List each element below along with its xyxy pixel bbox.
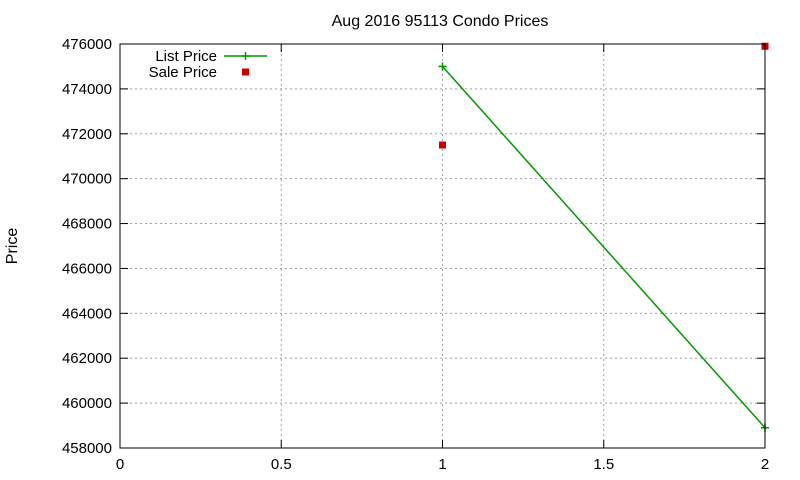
chart-title: Aug 2016 95113 Condo Prices — [332, 13, 549, 30]
legend-label-sale-price: Sale Price — [149, 64, 217, 81]
y-tick-label: 464000 — [62, 305, 112, 322]
y-tick-label: 470000 — [62, 171, 112, 188]
y-tick-label: 468000 — [62, 216, 112, 233]
legend-swatch-sale-price — [242, 68, 249, 76]
y-tick-label: 474000 — [62, 81, 112, 98]
x-tick-label: 1.5 — [593, 456, 614, 473]
series-layer — [438, 42, 769, 432]
data-point-list-price — [438, 62, 447, 71]
grid-lines — [120, 44, 765, 448]
x-tick-label: 0.5 — [271, 456, 292, 473]
legend: List Price Sale Price — [149, 48, 267, 81]
x-tick-label: 0 — [116, 456, 124, 473]
legend-marker-list-price — [241, 52, 250, 60]
data-point-sale-price — [439, 141, 446, 149]
axis-ticks: 458000 460000 462000 464000 466000 468000 4700… — [62, 36, 769, 473]
y-tick-label: 460000 — [62, 395, 112, 412]
y-tick-label: 458000 — [62, 440, 112, 457]
y-tick-label: 466000 — [62, 260, 112, 277]
plot-frame — [119, 43, 766, 449]
series-line-list-price — [441, 65, 766, 429]
x-tick-label: 1 — [438, 456, 446, 473]
y-tick-label: 472000 — [62, 126, 112, 143]
y-axis-label: Price — [4, 228, 21, 265]
y-tick-label: 476000 — [62, 36, 112, 53]
x-tick-label: 2 — [761, 456, 769, 473]
legend-label-list-price: List Price — [155, 48, 217, 65]
y-tick-label: 462000 — [62, 350, 112, 367]
